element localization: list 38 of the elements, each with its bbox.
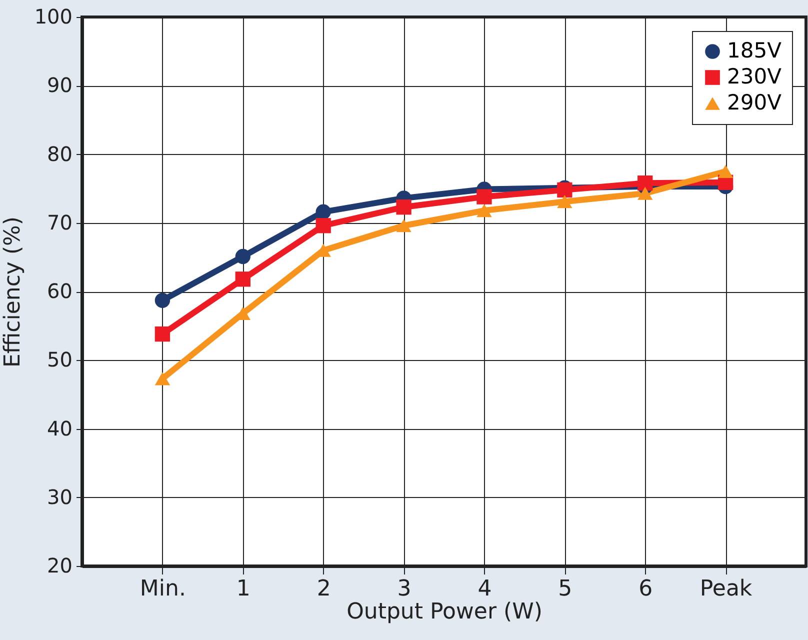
- point: [396, 219, 412, 232]
- point: [396, 200, 412, 215]
- point: [154, 326, 170, 342]
- y-tick-label: 20: [47, 554, 72, 578]
- point: [235, 272, 250, 287]
- y-tick-label: 80: [47, 142, 72, 166]
- x-tick-label: 2: [316, 576, 331, 602]
- y-tick-label: 30: [47, 484, 72, 509]
- point: [235, 248, 250, 264]
- x-tick-label: 5: [558, 576, 572, 602]
- y-tick-label: 60: [47, 279, 72, 303]
- x-axis-title: Output Power (W): [346, 600, 542, 624]
- y-tick-label: 50: [47, 348, 72, 372]
- legend-label: 290V: [727, 90, 782, 114]
- x-tick-label: 1: [236, 576, 250, 602]
- x-tick-label: Peak: [700, 576, 752, 602]
- point: [316, 204, 331, 220]
- x-tick-label: 4: [478, 576, 492, 602]
- x-tick-label: 6: [638, 576, 653, 602]
- y-tick-label: 90: [47, 73, 72, 98]
- point: [476, 204, 492, 218]
- point: [316, 218, 331, 234]
- y-tick-label: 40: [47, 416, 72, 440]
- point: [154, 292, 170, 308]
- x-tick-label: 3: [397, 576, 412, 602]
- point: [557, 182, 572, 198]
- point: [476, 189, 492, 204]
- y-tick-label: 100: [34, 4, 72, 28]
- y-tick-label: 70: [47, 210, 72, 234]
- point: [638, 175, 653, 191]
- y-axis-title: Efficiency (%): [0, 216, 26, 368]
- legend-label: 185V: [727, 38, 782, 62]
- legend-label: 230V: [727, 64, 782, 88]
- point: [718, 164, 734, 178]
- point: [638, 186, 653, 200]
- x-tick-label: Min.: [140, 576, 186, 602]
- point: [154, 372, 170, 386]
- point: [557, 195, 572, 208]
